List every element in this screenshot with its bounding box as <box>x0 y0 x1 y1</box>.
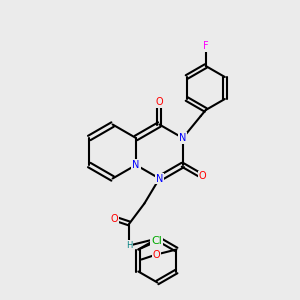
Text: N: N <box>132 160 140 170</box>
Text: O: O <box>156 97 163 106</box>
Text: O: O <box>153 250 160 260</box>
Text: N: N <box>156 173 163 184</box>
Text: H: H <box>126 241 133 250</box>
Text: O: O <box>199 172 206 182</box>
Text: F: F <box>203 41 208 51</box>
Text: N: N <box>179 133 187 143</box>
Text: O: O <box>111 214 118 224</box>
Text: Cl: Cl <box>151 236 162 247</box>
